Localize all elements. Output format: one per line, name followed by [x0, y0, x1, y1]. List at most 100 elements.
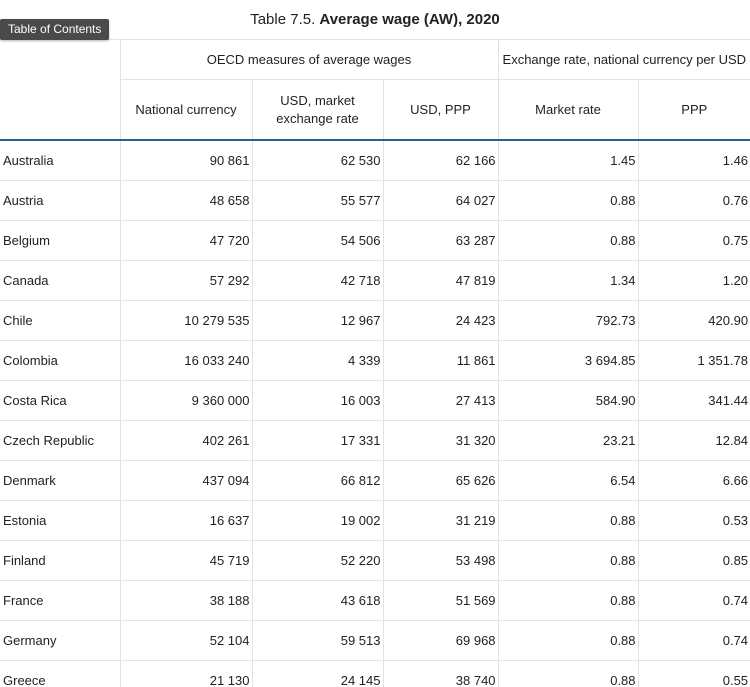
cell-national: 21 130: [119, 660, 253, 687]
table-row: Czech Republic 402 261 17 331 31 320 23.…: [0, 420, 750, 461]
cell-national: 90 861: [119, 139, 253, 181]
header-corner: [0, 39, 121, 141]
cell-national: 16 637: [119, 500, 253, 541]
header-ppp: PPP: [637, 79, 750, 141]
cell-usd-ppp: 31 320: [382, 420, 499, 461]
table-of-contents-button[interactable]: Table of Contents: [0, 19, 110, 40]
cell-usd-market: 52 220: [251, 540, 384, 581]
cell-country: France: [0, 580, 121, 621]
cell-market-rate: 3 694.85: [497, 340, 639, 381]
cell-usd-market: 24 145: [251, 660, 384, 687]
table-row: Australia 90 861 62 530 62 166 1.45 1.46: [0, 139, 750, 181]
cell-ppp: 12.84: [637, 420, 750, 461]
cell-usd-market: 66 812: [251, 460, 384, 501]
table-row: Austria 48 658 55 577 64 027 0.88 0.76: [0, 180, 750, 221]
cell-national: 45 719: [119, 540, 253, 581]
cell-usd-market: 42 718: [251, 260, 384, 301]
cell-usd-ppp: 63 287: [382, 220, 499, 261]
cell-ppp: 420.90: [637, 300, 750, 341]
cell-country: Colombia: [0, 340, 121, 381]
cell-country: Estonia: [0, 500, 121, 541]
cell-market-rate: 0.88: [497, 540, 639, 581]
cell-country: Canada: [0, 260, 121, 301]
cell-national: 402 261: [119, 420, 253, 461]
cell-market-rate: 0.88: [497, 660, 639, 687]
cell-market-rate: 6.54: [497, 460, 639, 501]
header-row-columns: National currency USD, market exchange r…: [0, 79, 750, 141]
cell-national: 47 720: [119, 220, 253, 261]
header-row-groups: OECD measures of average wages Exchange …: [0, 39, 750, 141]
cell-national: 16 033 240: [119, 340, 253, 381]
cell-country: Denmark: [0, 460, 121, 501]
cell-national: 10 279 535: [119, 300, 253, 341]
cell-market-rate: 0.88: [497, 580, 639, 621]
cell-usd-market: 12 967: [251, 300, 384, 341]
cell-market-rate: 792.73: [497, 300, 639, 341]
cell-usd-market: 17 331: [251, 420, 384, 461]
cell-market-rate: 0.88: [497, 220, 639, 261]
cell-usd-market: 43 618: [251, 580, 384, 621]
caption-title: Average wage (AW), 2020: [319, 11, 500, 28]
cell-ppp: 0.74: [637, 580, 750, 621]
cell-country: Germany: [0, 620, 121, 661]
table-row: Colombia 16 033 240 4 339 11 861 3 694.8…: [0, 340, 750, 381]
cell-ppp: 0.75: [637, 220, 750, 261]
cell-national: 48 658: [119, 180, 253, 221]
cell-ppp: 6.66: [637, 460, 750, 501]
table-row: France 38 188 43 618 51 569 0.88 0.74: [0, 580, 750, 621]
cell-national: 38 188: [119, 580, 253, 621]
cell-national: 9 360 000: [119, 380, 253, 421]
table-row: Canada 57 292 42 718 47 819 1.34 1.20: [0, 260, 750, 301]
cell-usd-ppp: 64 027: [382, 180, 499, 221]
cell-usd-market: 55 577: [251, 180, 384, 221]
cell-usd-market: 59 513: [251, 620, 384, 661]
cell-country: Czech Republic: [0, 420, 121, 461]
header-usd-market: USD, market exchange rate: [251, 79, 384, 141]
table-row: Chile 10 279 535 12 967 24 423 792.73 42…: [0, 300, 750, 341]
header-group-oecd: OECD measures of average wages: [119, 39, 499, 80]
table-row: Belgium 47 720 54 506 63 287 0.88 0.75: [0, 220, 750, 261]
cell-country: Australia: [0, 139, 121, 181]
cell-usd-ppp: 47 819: [382, 260, 499, 301]
header-market-rate: Market rate: [497, 79, 639, 141]
cell-country: Austria: [0, 180, 121, 221]
cell-ppp: 1.46: [637, 139, 750, 181]
cell-national: 52 104: [119, 620, 253, 661]
header-group-exchange: Exchange rate, national currency per USD: [497, 39, 750, 80]
cell-country: Belgium: [0, 220, 121, 261]
cell-country: Costa Rica: [0, 380, 121, 421]
cell-ppp: 0.53: [637, 500, 750, 541]
cell-usd-ppp: 24 423: [382, 300, 499, 341]
cell-usd-market: 4 339: [251, 340, 384, 381]
cell-market-rate: 0.88: [497, 500, 639, 541]
header-usd-ppp: USD, PPP: [382, 79, 499, 141]
cell-country: Chile: [0, 300, 121, 341]
cell-ppp: 1 351.78: [637, 340, 750, 381]
table-caption: Table 7.5. Average wage (AW), 2020: [0, 0, 750, 40]
cell-market-rate: 1.34: [497, 260, 639, 301]
cell-usd-market: 19 002: [251, 500, 384, 541]
cell-market-rate: 23.21: [497, 420, 639, 461]
cell-country: Greece: [0, 660, 121, 687]
cell-ppp: 0.74: [637, 620, 750, 661]
table-row: Greece 21 130 24 145 38 740 0.88 0.55: [0, 660, 750, 687]
table-row: Costa Rica 9 360 000 16 003 27 413 584.9…: [0, 380, 750, 421]
table-row: Estonia 16 637 19 002 31 219 0.88 0.53: [0, 500, 750, 541]
cell-ppp: 341.44: [637, 380, 750, 421]
cell-national: 57 292: [119, 260, 253, 301]
cell-usd-ppp: 11 861: [382, 340, 499, 381]
cell-usd-ppp: 38 740: [382, 660, 499, 687]
cell-ppp: 0.85: [637, 540, 750, 581]
cell-market-rate: 1.45: [497, 139, 639, 181]
cell-usd-market: 16 003: [251, 380, 384, 421]
cell-market-rate: 0.88: [497, 620, 639, 661]
cell-usd-ppp: 31 219: [382, 500, 499, 541]
cell-ppp: 0.76: [637, 180, 750, 221]
cell-country: Finland: [0, 540, 121, 581]
table-body: Australia 90 861 62 530 62 166 1.45 1.46…: [0, 139, 750, 687]
cell-usd-ppp: 27 413: [382, 380, 499, 421]
table-row: Finland 45 719 52 220 53 498 0.88 0.85: [0, 540, 750, 581]
cell-national: 437 094: [119, 460, 253, 501]
cell-usd-ppp: 69 968: [382, 620, 499, 661]
